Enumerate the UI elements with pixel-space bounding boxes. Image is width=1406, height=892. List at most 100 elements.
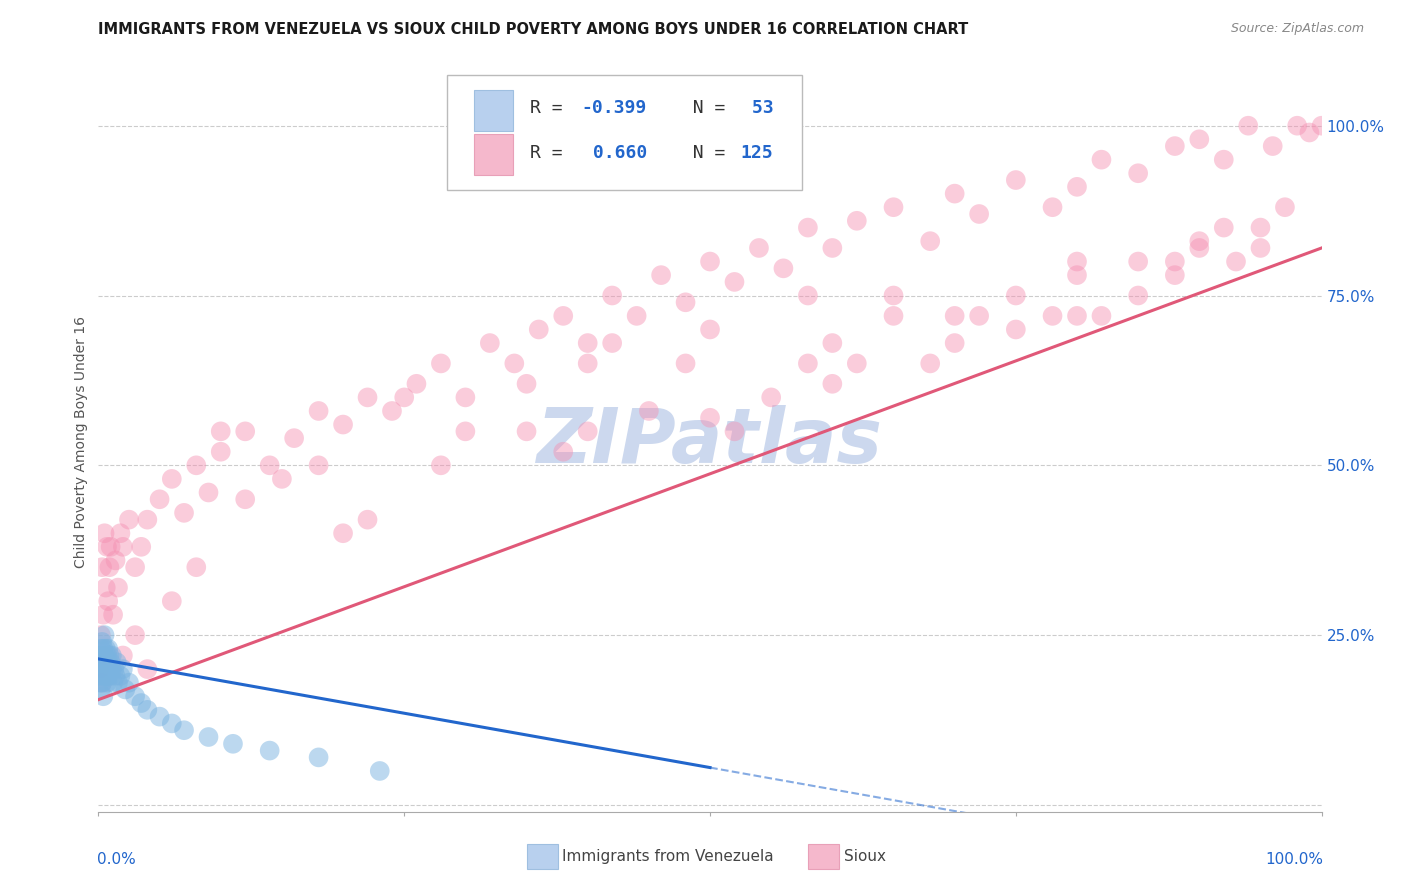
Point [197, 730, 219, 744]
Point [675, 356, 697, 370]
Point [1249, 220, 1271, 235]
Point [160, 716, 183, 731]
Point [1237, 119, 1260, 133]
Point [1042, 200, 1064, 214]
Point [356, 391, 378, 405]
Point [107, 675, 129, 690]
Point [90, 628, 112, 642]
Point [91, 560, 114, 574]
Point [1164, 139, 1187, 153]
Point [1212, 220, 1234, 235]
Point [124, 690, 146, 704]
FancyBboxPatch shape [447, 75, 801, 190]
Point [626, 309, 648, 323]
Point [1188, 132, 1211, 146]
Point [96, 675, 118, 690]
Point [576, 356, 599, 370]
Point [136, 662, 159, 676]
Point [94, 655, 117, 669]
Point [920, 234, 942, 248]
Point [173, 506, 195, 520]
Point [1164, 268, 1187, 282]
Point [797, 288, 820, 302]
Point [1004, 288, 1026, 302]
Point [368, 764, 391, 778]
Point [392, 391, 416, 405]
Point [97, 655, 120, 669]
Point [93, 526, 115, 541]
Point [920, 356, 942, 370]
Point [186, 458, 208, 473]
Point [405, 376, 427, 391]
Point [94, 669, 117, 683]
Point [97, 594, 120, 608]
Point [91, 690, 114, 704]
Point [259, 458, 281, 473]
Point [129, 540, 152, 554]
Point [104, 553, 127, 567]
Point [1298, 126, 1320, 140]
Point [91, 641, 114, 656]
Point [1004, 173, 1026, 187]
Point [1164, 254, 1187, 268]
Point [967, 207, 990, 221]
Point [94, 581, 117, 595]
Point [186, 560, 208, 574]
Text: N =: N = [671, 144, 737, 161]
Point [160, 594, 183, 608]
Point [114, 682, 136, 697]
Text: ZIPatlas: ZIPatlas [537, 405, 883, 478]
Point [821, 241, 844, 255]
Point [96, 540, 118, 554]
Point [100, 540, 122, 554]
Text: 0.660: 0.660 [582, 144, 647, 161]
Point [173, 723, 195, 738]
Point [90, 655, 112, 669]
Point [943, 309, 966, 323]
Point [943, 186, 966, 201]
Point [93, 648, 115, 663]
Point [1310, 119, 1333, 133]
Text: 125: 125 [741, 144, 773, 161]
Text: Sioux: Sioux [844, 849, 886, 863]
Point [93, 628, 115, 642]
Point [91, 675, 114, 690]
Point [454, 425, 477, 439]
Point [356, 513, 378, 527]
Point [209, 444, 232, 458]
Text: 53: 53 [741, 99, 773, 118]
Point [332, 417, 354, 432]
Point [845, 214, 868, 228]
Point [797, 356, 820, 370]
Point [1274, 200, 1296, 214]
Point [90, 641, 112, 656]
Point [110, 526, 132, 541]
Point [89, 662, 111, 676]
Point [332, 526, 354, 541]
Point [527, 322, 550, 336]
Point [233, 492, 256, 507]
Point [97, 669, 120, 683]
Point [105, 655, 128, 669]
Point [110, 669, 132, 683]
Point [1212, 153, 1234, 167]
Point [283, 431, 305, 445]
Point [101, 607, 124, 622]
Point [89, 675, 111, 690]
Point [553, 444, 575, 458]
Point [1042, 309, 1064, 323]
Point [136, 703, 159, 717]
Text: R =: R = [530, 144, 574, 161]
Point [94, 641, 117, 656]
Point [797, 220, 820, 235]
Point [699, 322, 721, 336]
Point [821, 336, 844, 351]
Point [381, 404, 404, 418]
Point [111, 648, 134, 663]
FancyBboxPatch shape [474, 90, 513, 130]
Point [1261, 139, 1284, 153]
Point [124, 628, 146, 642]
Point [943, 336, 966, 351]
Point [90, 682, 112, 697]
Point [89, 662, 111, 676]
